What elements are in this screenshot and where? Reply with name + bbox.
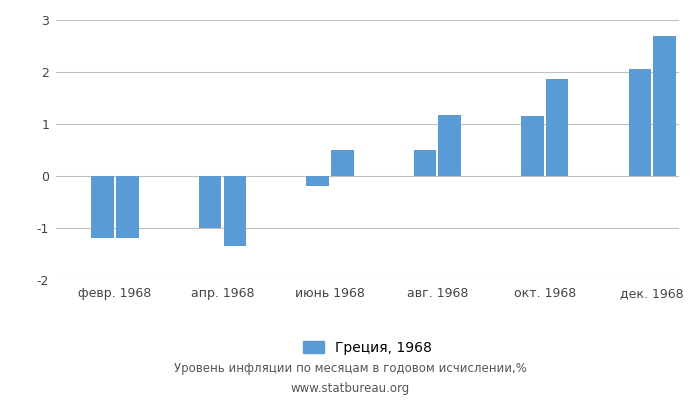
Bar <box>438 115 461 176</box>
Bar <box>116 176 139 238</box>
Bar <box>629 69 651 176</box>
Bar <box>414 150 436 176</box>
Bar <box>653 36 676 176</box>
Bar <box>199 176 221 228</box>
Bar <box>307 176 329 186</box>
Legend: Греция, 1968: Греция, 1968 <box>296 334 439 362</box>
Bar <box>223 176 246 246</box>
Text: www.statbureau.org: www.statbureau.org <box>290 382 410 395</box>
Bar <box>521 116 544 176</box>
Bar <box>546 79 568 176</box>
Bar <box>331 150 354 176</box>
Text: Уровень инфляции по месяцам в годовом исчислении,%: Уровень инфляции по месяцам в годовом ис… <box>174 362 526 375</box>
Bar <box>92 176 114 238</box>
